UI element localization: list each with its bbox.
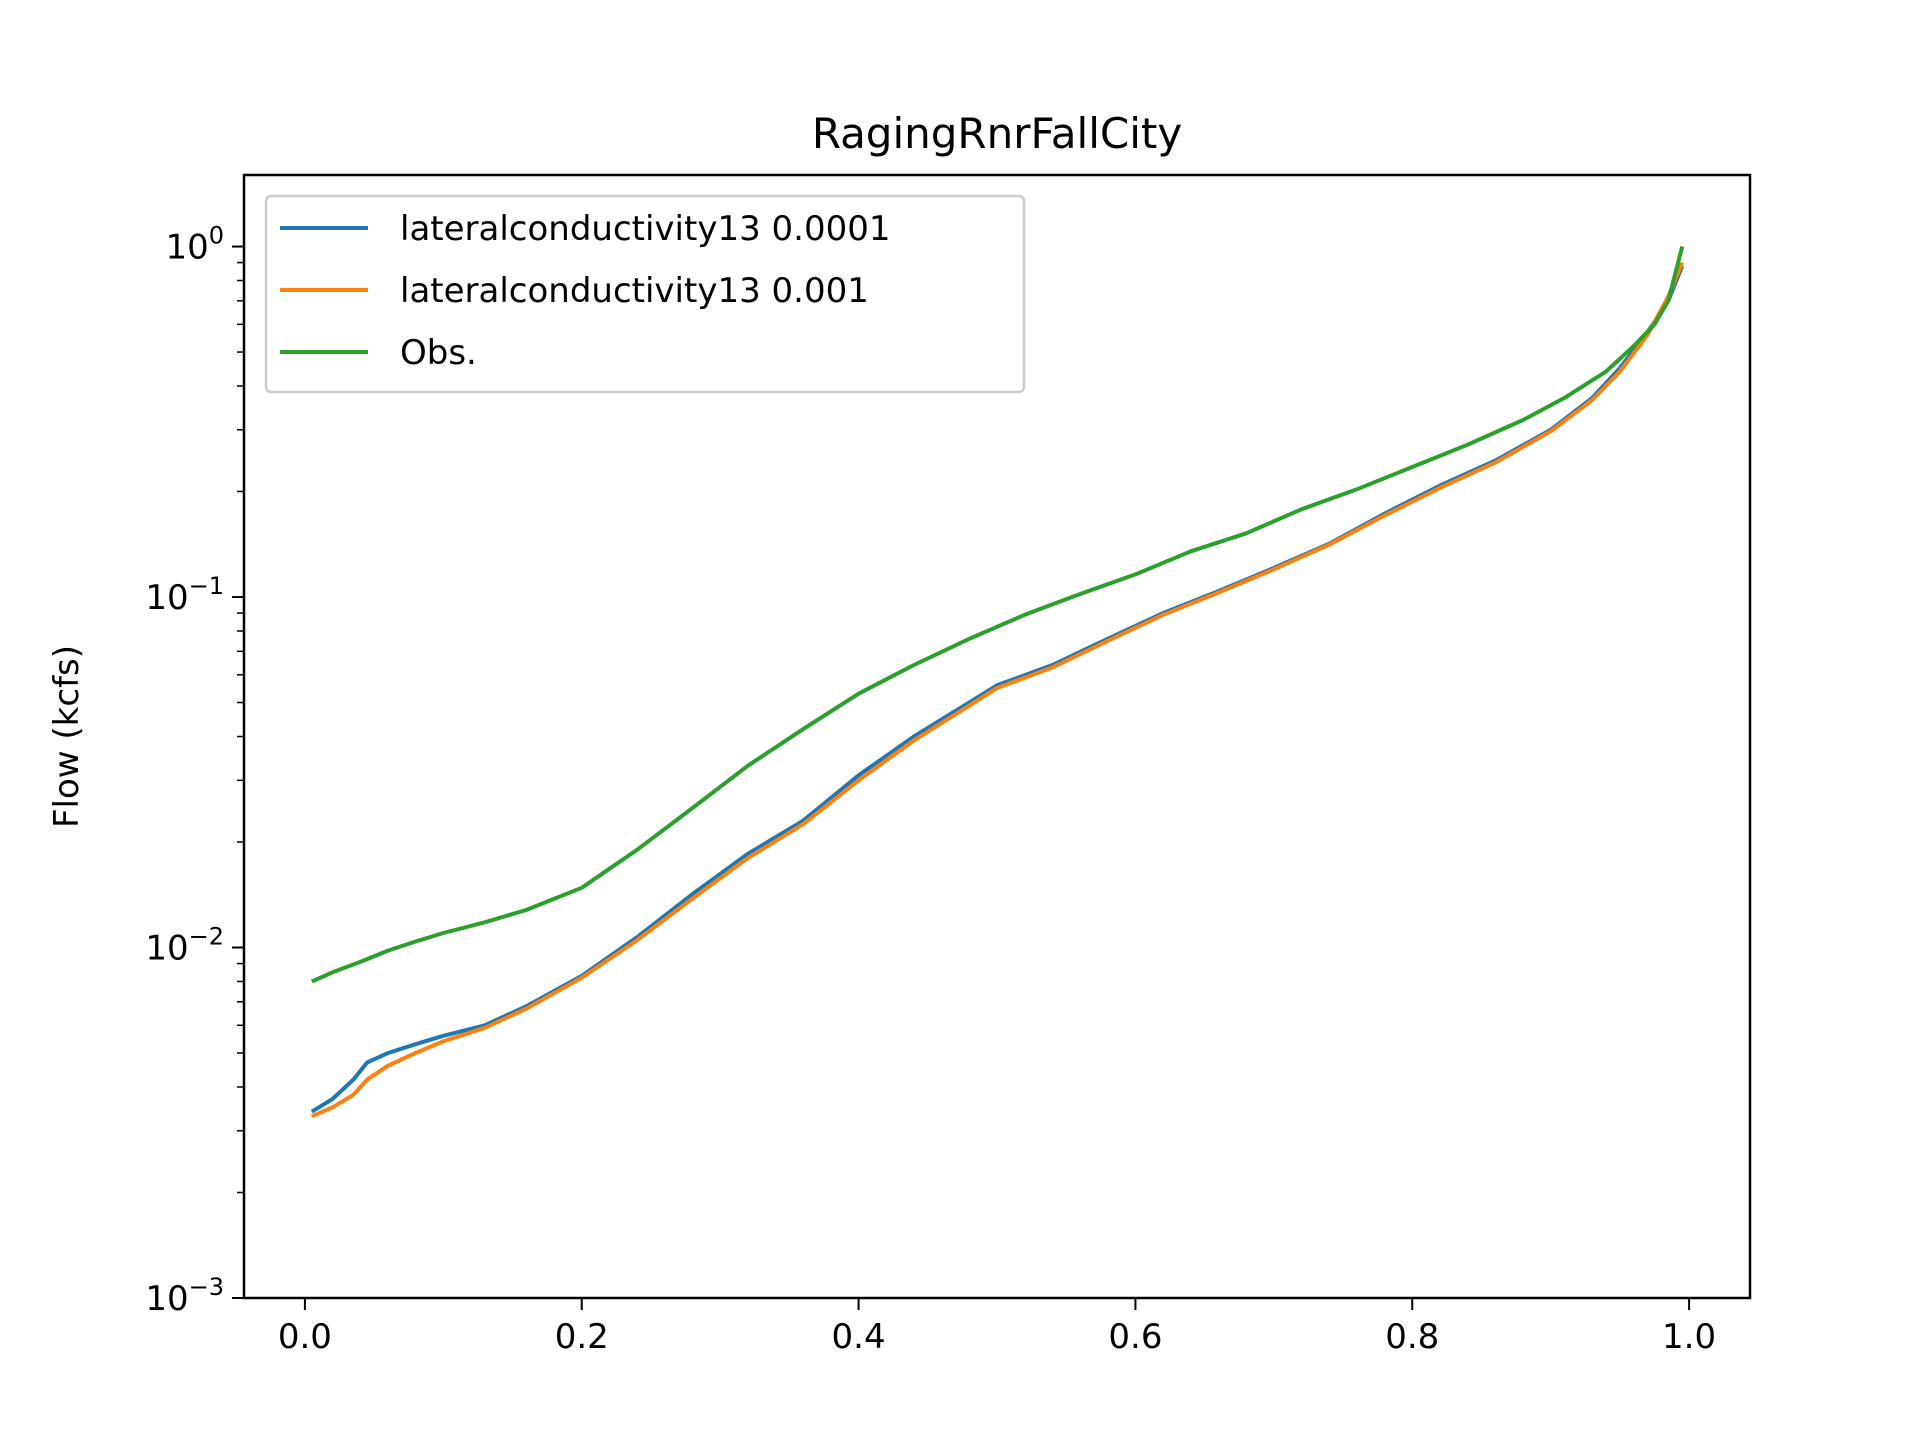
x-tick-label: 0.6 (1108, 1317, 1162, 1357)
series-line-2 (311, 261, 1685, 1119)
y-axis-label: Flow (kcfs) (47, 645, 87, 828)
x-tick-label: 0.2 (555, 1317, 609, 1357)
x-axis-ticks: 0.0 0.2 0.4 0.6 0.8 1.0 (278, 1298, 1716, 1357)
y-axis-ticks: 10−3 10−2 10−1 100 (145, 222, 244, 1319)
x-tick-label: 0.8 (1385, 1317, 1439, 1357)
legend-box (264, 194, 1026, 394)
legend-label-3: Obs. (400, 333, 477, 373)
y-tick-label: 100 (165, 222, 224, 268)
x-tick-label: 0.0 (278, 1317, 332, 1357)
legend-label-1: lateralconductivity13 0.0001 (400, 209, 891, 249)
x-tick-label: 0.4 (832, 1317, 886, 1357)
x-tick-label: 1.0 (1662, 1317, 1716, 1357)
y-tick-label: 10−3 (145, 1273, 224, 1319)
legend-label-2: lateralconductivity13 0.001 (400, 271, 869, 311)
chart-title: RagingRnrFallCity (812, 109, 1182, 158)
series-line-3 (310, 246, 1685, 984)
y-tick-label: 10−1 (145, 572, 224, 618)
plot-area-frame (242, 173, 1752, 1300)
legend: lateralconductivity13 0.0001 lateralcondu… (264, 194, 1026, 394)
series-layer (310, 246, 1685, 1119)
y-tick-label: 10−2 (145, 923, 224, 969)
